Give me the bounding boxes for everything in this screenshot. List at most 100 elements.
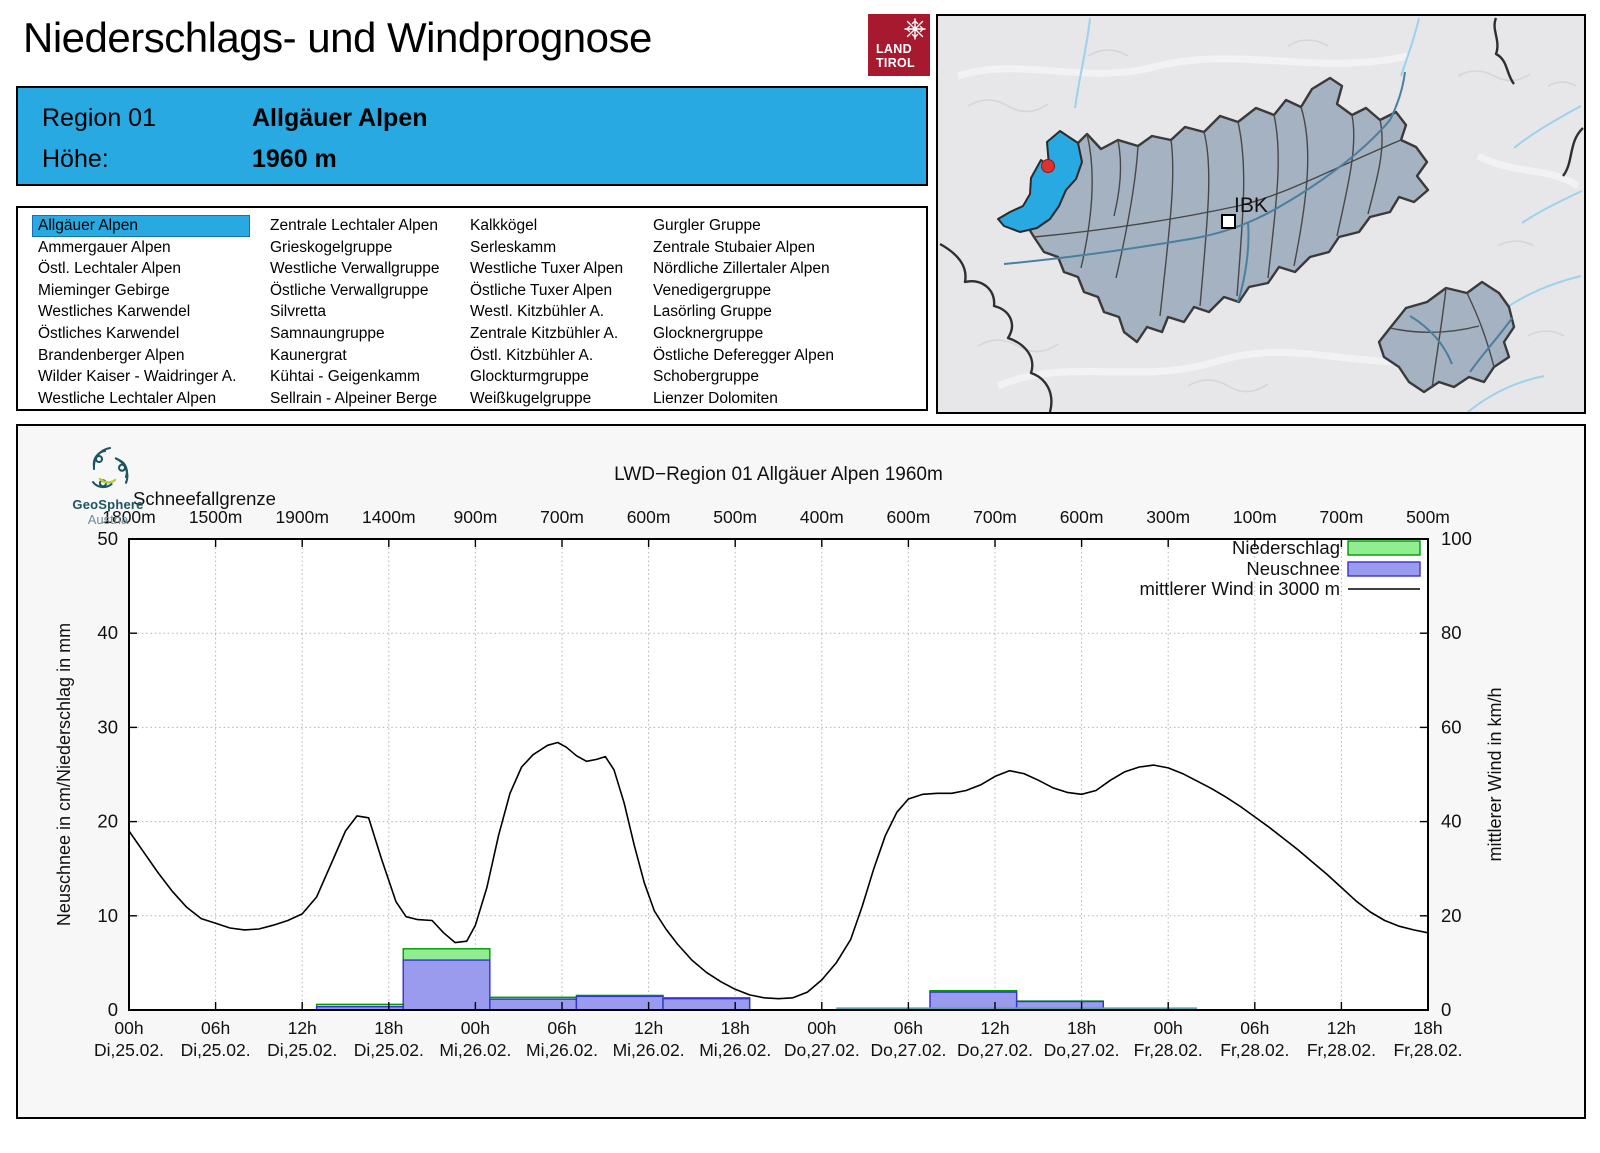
list-item[interactable]: Ammergauer Alpen (38, 238, 171, 256)
list-item[interactable]: Schobergruppe (653, 368, 759, 386)
svg-text:20: 20 (1441, 905, 1462, 926)
svg-text:12h: 12h (634, 1018, 663, 1038)
list-item[interactable]: Nördliche Zillertaler Alpen (653, 260, 830, 278)
list-item[interactable]: Westliche Tuxer Alpen (470, 260, 624, 278)
forecast-chart: 00h Di,25.02. 1800m 06h Di,25.02. 1500m 12h Di,… (16, 424, 1586, 1119)
list-item[interactable]: Zentrale Lechtaler Alpen (270, 217, 439, 234)
list-item[interactable]: Samnaungruppe (270, 324, 385, 342)
svg-text:Do,27.02.: Do,27.02. (870, 1040, 946, 1060)
list-item[interactable]: Lienzer Dolomiten (653, 389, 778, 407)
svg-text:Niederschlag: Niederschlag (1232, 537, 1340, 558)
svg-text:1800m: 1800m (102, 507, 156, 527)
svg-text:Di,25.02.: Di,25.02. (181, 1040, 251, 1060)
svg-text:18h: 18h (374, 1018, 403, 1038)
list-item[interactable]: Mieminger Gebirge (38, 281, 170, 299)
geosphere-icon (91, 446, 129, 489)
geosphere-name: GeoSphere (72, 497, 144, 512)
list-item[interactable]: Östliches Karwendel (38, 324, 180, 342)
svg-text:10: 10 (97, 905, 118, 926)
list-item[interactable]: Kaunergrat (270, 346, 347, 364)
list-item[interactable]: Brandenberger Alpen (38, 346, 185, 364)
svg-text:00h: 00h (807, 1018, 836, 1038)
svg-text:80: 80 (1441, 622, 1462, 643)
svg-text:900m: 900m (454, 507, 498, 527)
list-item[interactable]: Westliche Verwallgruppe (270, 260, 440, 278)
svg-text:700m: 700m (973, 507, 1017, 527)
list-item[interactable]: Silvretta (270, 303, 326, 321)
list-item[interactable]: Östl. Kitzbühler A. (470, 346, 594, 364)
list-item[interactable]: Grieskogelgruppe (270, 238, 393, 256)
svg-text:0: 0 (1441, 999, 1451, 1020)
svg-text:1400m: 1400m (362, 507, 416, 527)
svg-text:100m: 100m (1233, 507, 1277, 527)
svg-text:Mi,26.02.: Mi,26.02. (526, 1040, 598, 1060)
svg-text:400m: 400m (800, 507, 844, 527)
svg-text:Fr,28.02.: Fr,28.02. (1307, 1040, 1376, 1060)
svg-text:mittlerer Wind in km/h: mittlerer Wind in km/h (1485, 687, 1505, 861)
svg-text:0: 0 (108, 999, 118, 1020)
list-item[interactable]: Östliche Verwallgruppe (270, 281, 429, 299)
list-item[interactable]: Zentrale Kitzbühler A. (470, 324, 619, 342)
list-item[interactable]: Östliche Deferegger Alpen (653, 346, 834, 364)
svg-text:00h: 00h (461, 1018, 490, 1038)
list-item[interactable]: Glockturmgruppe (470, 368, 589, 386)
list-item[interactable]: Serleskamm (470, 238, 557, 256)
altitude-label: Höhe: (42, 145, 109, 173)
svg-text:18h: 18h (1413, 1018, 1442, 1038)
list-item[interactable]: Kühtai - Geigenkamm (270, 368, 420, 386)
svg-text:Di,25.02.: Di,25.02. (94, 1040, 164, 1060)
svg-text:40: 40 (97, 622, 118, 643)
svg-text:Mi,26.02.: Mi,26.02. (613, 1040, 685, 1060)
svg-text:00h: 00h (1154, 1018, 1183, 1038)
list-item[interactable]: Wilder Kaiser - Waidringer A. (38, 368, 237, 386)
chart-canvas: 00hDi,25.02.1800m06hDi,25.02.1500m12hDi,… (54, 464, 1505, 1060)
tirol-map[interactable]: IBK (936, 14, 1586, 414)
svg-text:12h: 12h (288, 1018, 317, 1038)
region-list-column: Kalkkögel Serleskamm Westliche Tuxer Alpen… (464, 215, 636, 409)
svg-text:mittlerer Wind in 3000 m: mittlerer Wind in 3000 m (1140, 578, 1340, 599)
list-item[interactable]: Westliche Lechtaler Alpen (38, 389, 217, 407)
svg-text:Di,25.02.: Di,25.02. (354, 1040, 424, 1060)
region-label: Region 01 (42, 104, 156, 132)
svg-text:600m: 600m (627, 507, 671, 527)
map-region-selected (997, 130, 1083, 233)
svg-text:30: 30 (97, 716, 118, 737)
page-title: Niederschlags- und Windprognose (23, 14, 652, 61)
selected-region-marker (1041, 159, 1055, 173)
ibk-marker (1221, 214, 1236, 229)
svg-text:18h: 18h (1067, 1018, 1096, 1038)
svg-text:600m: 600m (1060, 507, 1104, 527)
list-item[interactable]: Glocknergruppe (653, 324, 764, 342)
list-item[interactable]: Westliches Karwendel (38, 303, 191, 321)
svg-text:1500m: 1500m (189, 507, 243, 527)
ibk-label: IBK (1234, 194, 1268, 217)
list-item[interactable]: Weißkugelgruppe (470, 389, 592, 407)
svg-text:Mi,26.02.: Mi,26.02. (699, 1040, 771, 1060)
list-item[interactable]: Venedigergruppe (653, 281, 772, 299)
svg-text:Schneefallgrenze: Schneefallgrenze (133, 488, 276, 509)
svg-text:Do,27.02.: Do,27.02. (957, 1040, 1033, 1060)
list-item[interactable]: Sellrain - Alpeiner Berge (270, 389, 438, 407)
svg-text:1900m: 1900m (275, 507, 329, 527)
svg-text:06h: 06h (201, 1018, 230, 1038)
list-item[interactable]: Westl. Kitzbühler A. (470, 303, 605, 321)
svg-text:500m: 500m (713, 507, 757, 527)
list-item[interactable]: Kalkkögel (470, 217, 538, 234)
svg-text:18h: 18h (721, 1018, 750, 1038)
region-list: Allgäuer Alpen Ammergauer Alpen Östl. Lech… (16, 206, 928, 411)
list-item[interactable]: Gurgler Gruppe (653, 217, 761, 234)
list-item[interactable]: Lasörling Gruppe (653, 303, 772, 321)
map-region-east (1377, 280, 1516, 394)
svg-text:300m: 300m (1146, 507, 1190, 527)
altitude-value: 1960 m (252, 145, 337, 173)
region-list-column: Gurgler Gruppe Zentrale Stubaier Alpen Nör… (647, 215, 909, 409)
list-item[interactable]: Östliche Tuxer Alpen (470, 281, 613, 299)
list-item[interactable]: Allgäuer Alpen (32, 215, 250, 237)
svg-text:00h: 00h (114, 1018, 143, 1038)
region-row: Region 01 Allgäuer Alpen (42, 104, 428, 133)
list-item[interactable]: Zentrale Stubaier Alpen (653, 238, 815, 256)
svg-text:Fr,28.02.: Fr,28.02. (1134, 1040, 1203, 1060)
svg-text:40: 40 (1441, 811, 1462, 832)
region-info-box: Region 01 Allgäuer Alpen Höhe: 1960 m (16, 86, 928, 186)
list-item[interactable]: Östl. Lechtaler Alpen (38, 260, 182, 278)
